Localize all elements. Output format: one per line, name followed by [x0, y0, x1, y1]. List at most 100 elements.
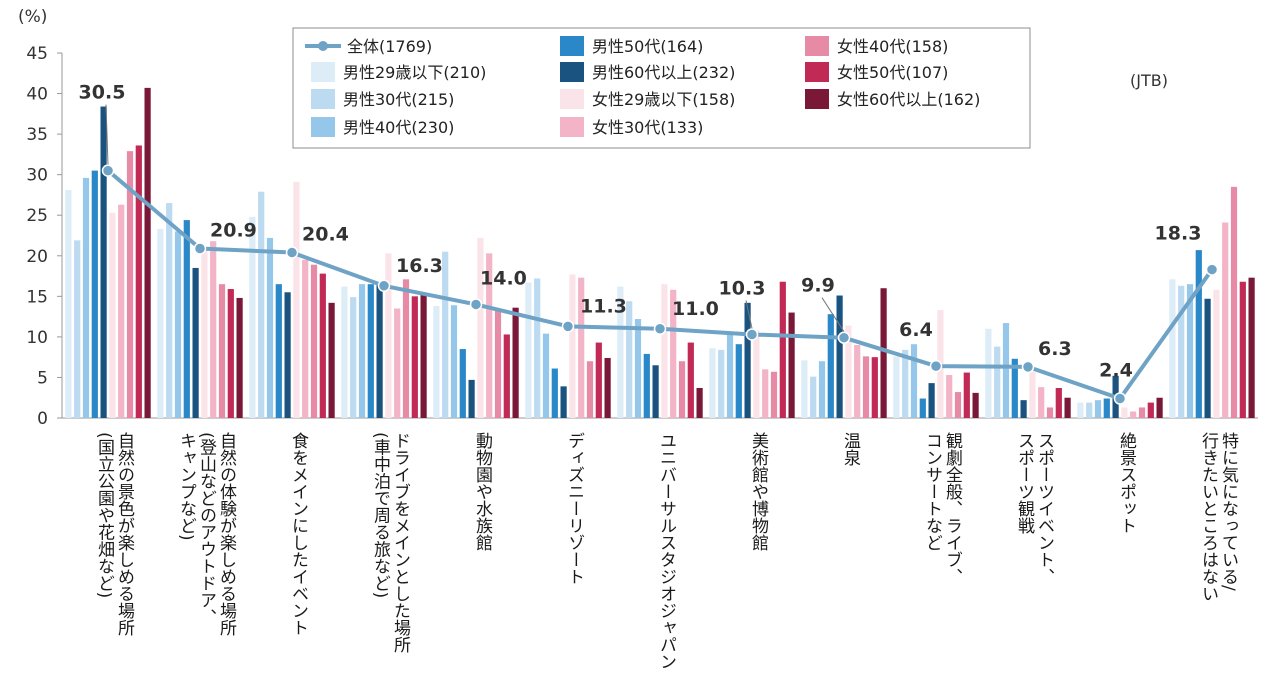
legend-box — [292, 27, 1031, 149]
series-2 — [74, 191, 1185, 418]
bar — [157, 229, 164, 418]
category-label-line: (国立公園や花畑など) — [94, 432, 115, 598]
label-leader-line — [821, 297, 845, 332]
total-point — [1205, 263, 1219, 276]
legend-label: 女性60代以上(162) — [837, 90, 980, 109]
category-label: 絶景スポット — [1116, 432, 1137, 534]
bar — [1038, 387, 1045, 418]
bar — [468, 379, 475, 418]
legend-swatch — [805, 89, 829, 109]
bar — [118, 204, 125, 418]
bar — [1178, 285, 1185, 418]
bar — [1169, 279, 1176, 418]
category-label-line: キャンプなど) — [176, 432, 196, 541]
total-point — [193, 242, 207, 255]
bar — [534, 278, 541, 418]
y-unit-label: (%) — [18, 7, 47, 27]
category-label-line: 美術館や博物館 — [748, 432, 769, 551]
legend-label: 女性30代(133) — [592, 118, 703, 137]
total-point — [561, 320, 575, 333]
legend-swatch — [805, 36, 829, 56]
y-tick-label: 0 — [37, 409, 48, 429]
bar — [302, 259, 309, 418]
legend-item: 女性40代(158) — [805, 36, 948, 56]
bar — [201, 248, 208, 418]
bar — [275, 284, 282, 418]
total-point — [377, 279, 391, 293]
bar — [569, 274, 576, 418]
legend-label: 男性30代(215) — [343, 90, 454, 109]
total-point — [1021, 360, 1035, 374]
legend-swatch — [311, 89, 335, 109]
legend-label: 男性60代以上(232) — [592, 63, 735, 82]
bar — [402, 279, 410, 418]
bar — [626, 301, 633, 418]
bar — [893, 356, 900, 418]
bar — [836, 295, 843, 418]
bar — [459, 349, 466, 418]
bar — [770, 371, 778, 418]
y-tick-label: 35 — [26, 125, 48, 145]
legend-item: 男性50代(164) — [560, 36, 703, 56]
bar — [595, 342, 602, 418]
bar — [218, 284, 226, 418]
bar — [486, 253, 493, 418]
bar — [183, 220, 190, 418]
bar — [744, 302, 751, 418]
bar — [1020, 400, 1027, 418]
category-label-line: ユニバーサルスタジオジャパン — [656, 432, 676, 670]
y-tick-label: 25 — [26, 206, 48, 226]
category-label-line: ドライブをメインとした場所 — [390, 432, 411, 653]
series-7 — [118, 204, 1229, 418]
bar — [1121, 407, 1128, 418]
bar — [1064, 397, 1071, 418]
bar — [1103, 398, 1110, 418]
bar — [779, 281, 786, 418]
series-4 — [91, 170, 1202, 418]
category-label: 動物園や水族館 — [472, 432, 493, 551]
bar — [328, 302, 335, 418]
bar — [65, 190, 72, 418]
legend-swatch — [560, 36, 584, 56]
total-value-label: 9.9 — [801, 275, 835, 297]
category-label-line: ディズニーリゾート — [564, 432, 584, 585]
bar — [670, 289, 677, 418]
total-point — [1113, 392, 1127, 405]
y-tick-label: 30 — [26, 166, 48, 186]
bar — [1055, 387, 1062, 418]
legend-item: 女性29歳以下(158) — [560, 89, 735, 109]
total-point — [837, 331, 851, 344]
bar — [477, 237, 484, 418]
bar — [525, 282, 532, 418]
legend-item: 女性50代(107) — [805, 62, 948, 82]
series-9 — [135, 145, 1246, 418]
bar — [82, 177, 90, 418]
bar — [753, 330, 760, 418]
bar — [174, 231, 182, 418]
bar — [258, 191, 265, 418]
category-labels: 自然の景色が楽しめる場所(国立公園や花畑など) 自然の体験が楽しめる場所(登山など… — [94, 432, 1239, 670]
bar — [1086, 402, 1093, 418]
bar — [1222, 222, 1229, 418]
bar — [227, 289, 234, 418]
legend-label: 男性40代(230) — [343, 118, 454, 137]
bar — [586, 361, 594, 418]
bar — [788, 312, 795, 418]
category-label: 食をメインにしたイベント — [288, 432, 309, 636]
series-1 — [65, 190, 1176, 418]
bar — [1011, 358, 1018, 418]
bar — [503, 334, 510, 418]
legend-swatch — [805, 62, 829, 82]
label-leader-line — [105, 104, 109, 165]
bar — [604, 357, 611, 418]
legend-label: 男性29歳以下(210) — [343, 63, 486, 82]
bar — [994, 346, 1001, 418]
bar — [1248, 277, 1255, 418]
bar — [542, 333, 550, 418]
legend-item: 男性60代以上(232) — [560, 62, 735, 82]
bar — [1002, 323, 1010, 418]
y-tick-label: 45 — [26, 44, 48, 64]
category-label-line: (車中泊で周る旅など) — [370, 432, 391, 598]
bar — [126, 151, 134, 418]
bar — [902, 349, 909, 418]
